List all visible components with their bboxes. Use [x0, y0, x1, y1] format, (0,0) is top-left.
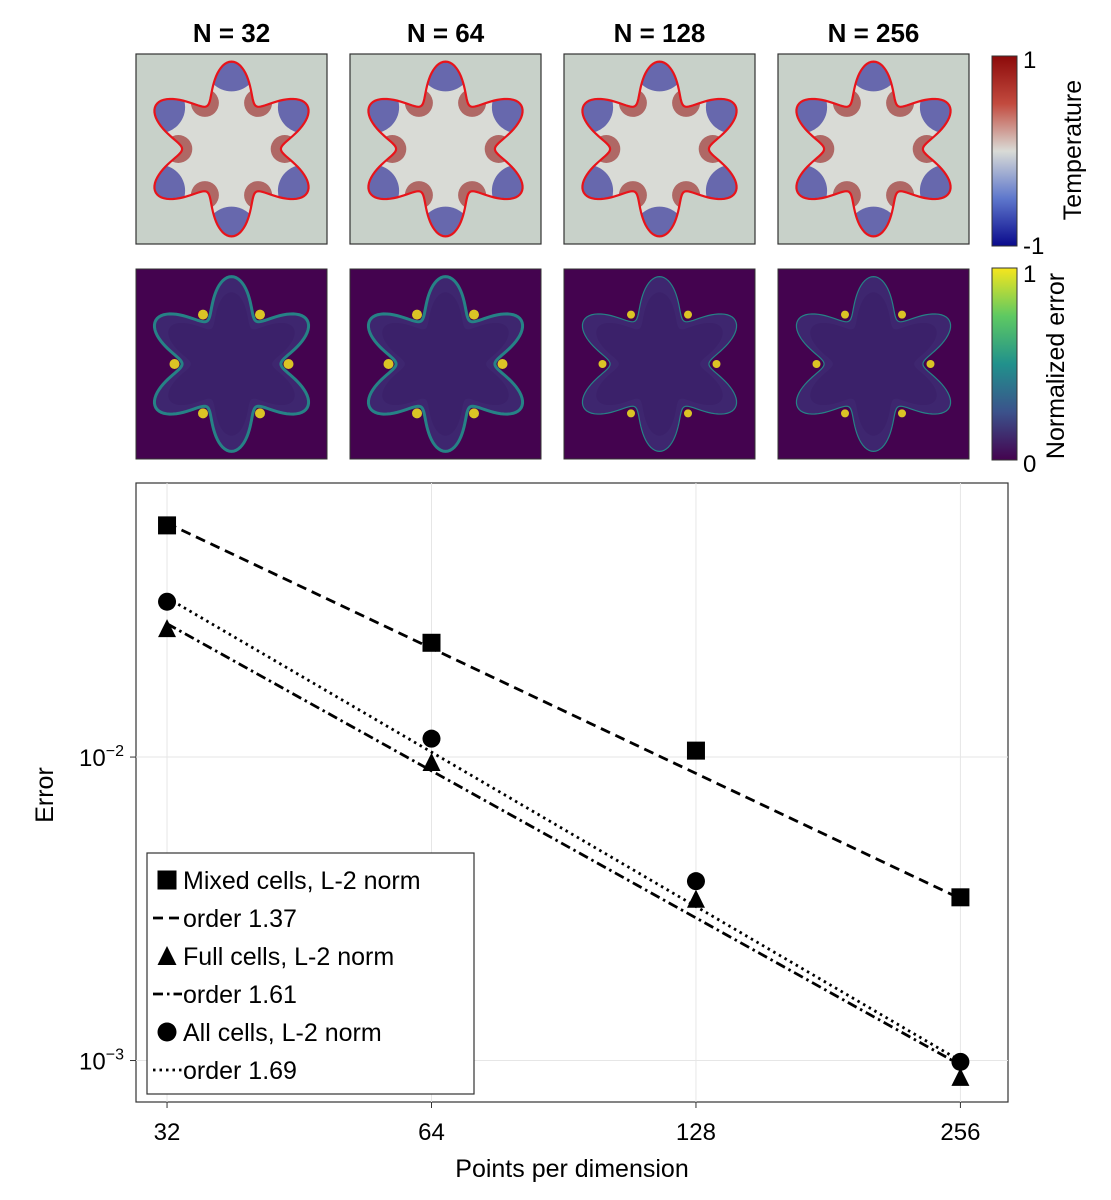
data-point-square: [158, 516, 177, 535]
x-tick-label: 256: [940, 1119, 980, 1146]
data-point-square: [686, 741, 705, 760]
legend-item: Mixed cells, L-2 norm: [157, 867, 421, 895]
data-markers: [158, 516, 970, 1086]
error-min-label: 0: [1023, 451, 1036, 478]
error-panel: [349, 268, 542, 460]
temperature-colorbar-label: Temperature: [1059, 80, 1087, 220]
legend-item: All cells, L-2 norm: [157, 1019, 382, 1047]
x-tick-label: 64: [418, 1119, 445, 1146]
legend-item: order 1.61: [153, 981, 297, 1009]
panel-title: N = 128: [614, 18, 706, 48]
temperature-panel: [135, 53, 328, 245]
legend-item: order 1.69: [153, 1057, 297, 1085]
y-tick-label: 10−3: [79, 1047, 124, 1076]
data-point-triangle: [158, 619, 177, 638]
error-max-label: 1: [1023, 261, 1036, 288]
legend-item: Full cells, L-2 norm: [157, 943, 394, 971]
panel-title: N = 32: [193, 18, 270, 48]
data-point-circle: [422, 729, 441, 748]
legend: Mixed cells, L-2 norm order 1.37 Full cell…: [146, 852, 475, 1095]
data-point-circle: [158, 592, 177, 611]
panel-titles: N = 32 N = 64 N = 128 N = 256: [193, 18, 920, 48]
temperature-panel: [563, 53, 756, 245]
data-point-triangle: [951, 1067, 970, 1086]
temperature-colorbar: 1 -1 Temperature: [991, 47, 1087, 260]
x-tick-label: 128: [676, 1119, 716, 1146]
error-panel: [135, 268, 328, 460]
panel-title: N = 256: [828, 18, 920, 48]
y-tick-label: 10−2: [79, 743, 124, 772]
x-ticks: 32 64 128 256: [154, 1102, 980, 1146]
y-axis-label: Error: [31, 767, 59, 823]
legend-label: Full cells, L-2 norm: [183, 943, 394, 971]
error-panel: [777, 268, 970, 460]
legend-marker: [157, 870, 177, 890]
fit-lines: [166, 521, 962, 1067]
legend-label: Mixed cells, L-2 norm: [183, 867, 421, 895]
legend-marker: [157, 1022, 177, 1042]
convergence-plot: 32 64 128 256 10−2 10−3 Points per dimension…: [31, 482, 1009, 1183]
data-point-square: [422, 633, 441, 652]
legend-label: order 1.69: [183, 1057, 297, 1085]
temperature-min-label: -1: [1023, 233, 1044, 260]
temperature-panel: [349, 53, 542, 245]
data-point-circle: [951, 1052, 970, 1071]
fit-line: [166, 622, 962, 1067]
x-axis-label: Points per dimension: [455, 1155, 688, 1183]
legend-label: All cells, L-2 norm: [183, 1019, 382, 1047]
legend-marker: [157, 945, 177, 966]
data-point-circle: [686, 872, 705, 891]
legend-label: order 1.61: [183, 981, 297, 1009]
x-tick-label: 32: [154, 1119, 181, 1146]
legend-box: [146, 852, 475, 1095]
error-colorbar-label: Normalized error: [1042, 273, 1070, 459]
legend-item: order 1.37: [153, 905, 297, 933]
fit-line: [166, 521, 962, 900]
temperature-max-label: 1: [1023, 47, 1036, 74]
legend-label: order 1.37: [183, 905, 297, 933]
error-panel: [563, 268, 756, 460]
panel-title: N = 64: [407, 18, 485, 48]
error-row: [135, 268, 970, 460]
y-ticks: 10−2 10−3: [79, 743, 136, 1076]
data-point-triangle: [686, 889, 705, 908]
temperature-row: [135, 53, 970, 245]
error-colorbar: 1 0 Normalized error: [991, 261, 1070, 478]
data-point-triangle: [422, 752, 441, 771]
temperature-panel: [777, 53, 970, 245]
data-point-square: [951, 888, 970, 907]
